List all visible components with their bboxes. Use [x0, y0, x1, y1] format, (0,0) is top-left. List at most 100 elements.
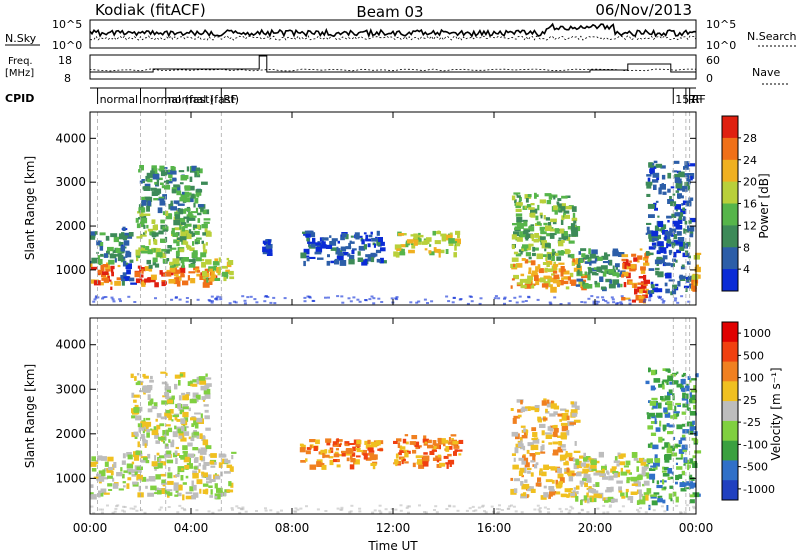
echo-cell	[658, 221, 664, 227]
echo-cell	[183, 216, 190, 219]
colorbar-tick-label: -25	[743, 416, 761, 429]
echo-cell	[671, 242, 676, 247]
echo-cell	[599, 276, 604, 282]
echo-cell	[427, 439, 432, 444]
echo-cell	[533, 247, 539, 251]
echo-cell	[193, 484, 197, 491]
echo-cell	[643, 274, 647, 281]
near-range-cell	[95, 295, 98, 298]
colorbar-swatch	[722, 116, 738, 139]
colorbar-tick-label: 500	[743, 349, 764, 362]
echo-cell	[594, 256, 598, 262]
echo-cell	[429, 450, 435, 455]
echo-cell	[209, 278, 215, 282]
echo-cell	[179, 373, 183, 377]
echo-cell	[675, 190, 680, 193]
echo-cell	[90, 484, 94, 488]
echo-cell	[190, 211, 198, 214]
echo-cell	[303, 260, 306, 267]
echo-cell	[305, 255, 310, 258]
echo-cell	[443, 442, 446, 447]
date-title: 06/Nov/2013	[595, 1, 692, 19]
echo-cell	[198, 469, 201, 473]
echo-cell	[173, 485, 180, 491]
echo-cell	[437, 249, 445, 254]
echo-region	[90, 451, 237, 501]
echo-cell	[173, 200, 180, 204]
echo-cell	[400, 244, 406, 248]
echo-cell	[357, 257, 364, 262]
echo-cell	[520, 408, 525, 413]
echo-cell	[671, 452, 678, 457]
echo-cell	[160, 252, 167, 258]
echo-cell	[684, 220, 688, 225]
echo-cell	[565, 451, 568, 456]
echo-cell	[673, 234, 678, 240]
echo-cell	[110, 470, 114, 476]
near-range-cell	[604, 300, 608, 303]
near-range-cell	[470, 300, 474, 303]
echo-cell	[144, 421, 152, 427]
echo-cell	[90, 235, 96, 240]
echo-cell	[144, 390, 151, 393]
near-range-cell	[98, 508, 102, 511]
echo-cell	[608, 284, 616, 289]
echo-cell	[575, 472, 582, 477]
echo-cell	[172, 431, 178, 438]
echo-cell	[575, 284, 581, 287]
echo-cell	[197, 448, 200, 454]
echo-cell	[97, 455, 103, 461]
near-range-cell	[178, 504, 182, 507]
echo-cell	[119, 242, 124, 246]
echo-cell	[161, 281, 166, 287]
echo-cell	[668, 443, 671, 449]
echo-cell	[185, 491, 193, 495]
echo-cell	[171, 395, 175, 400]
echo-cell	[161, 479, 166, 484]
echo-cell	[365, 444, 373, 449]
echo-cell	[191, 416, 196, 419]
echo-cell	[584, 499, 587, 503]
echo-cell	[530, 209, 535, 214]
echo-cell	[136, 256, 139, 262]
near-range-cell	[133, 301, 137, 303]
echo-cell	[186, 463, 193, 469]
echo-cell	[638, 499, 646, 505]
echo-cell	[200, 447, 207, 451]
echo-cell	[316, 461, 322, 467]
echo-cell	[690, 217, 696, 223]
near-range-cell	[465, 509, 469, 512]
echo-cell	[110, 286, 113, 290]
near-range-cell	[619, 301, 623, 304]
echo-cell	[90, 494, 97, 500]
echo-cell	[188, 436, 192, 440]
echo-cell	[517, 282, 523, 285]
echo-cell	[300, 447, 304, 453]
echo-cell	[512, 223, 519, 226]
near-range-cell	[508, 300, 512, 302]
echo-cell	[515, 208, 522, 212]
echo-cell	[636, 460, 643, 463]
near-range-cell	[685, 504, 689, 507]
echo-cell	[300, 460, 306, 463]
echo-cell	[216, 487, 223, 493]
echo-cell	[668, 279, 675, 282]
echo-cell	[691, 477, 695, 481]
echo-cell	[154, 492, 157, 495]
echo-cell	[412, 462, 416, 468]
echo-cell	[160, 170, 167, 177]
echo-cell	[621, 254, 629, 258]
echo-cell	[191, 252, 198, 258]
echo-cell	[122, 272, 127, 279]
echo-cell	[170, 265, 175, 268]
echo-cell	[607, 497, 613, 503]
echo-cell	[151, 406, 158, 410]
echo-cell	[100, 273, 107, 278]
echo-cell	[561, 203, 566, 207]
echo-cell	[663, 407, 668, 413]
echo-cell	[532, 270, 538, 275]
echo-cell	[148, 401, 153, 406]
echo-cell	[662, 424, 667, 430]
echo-cell	[186, 392, 191, 396]
echo-cell	[138, 169, 142, 173]
